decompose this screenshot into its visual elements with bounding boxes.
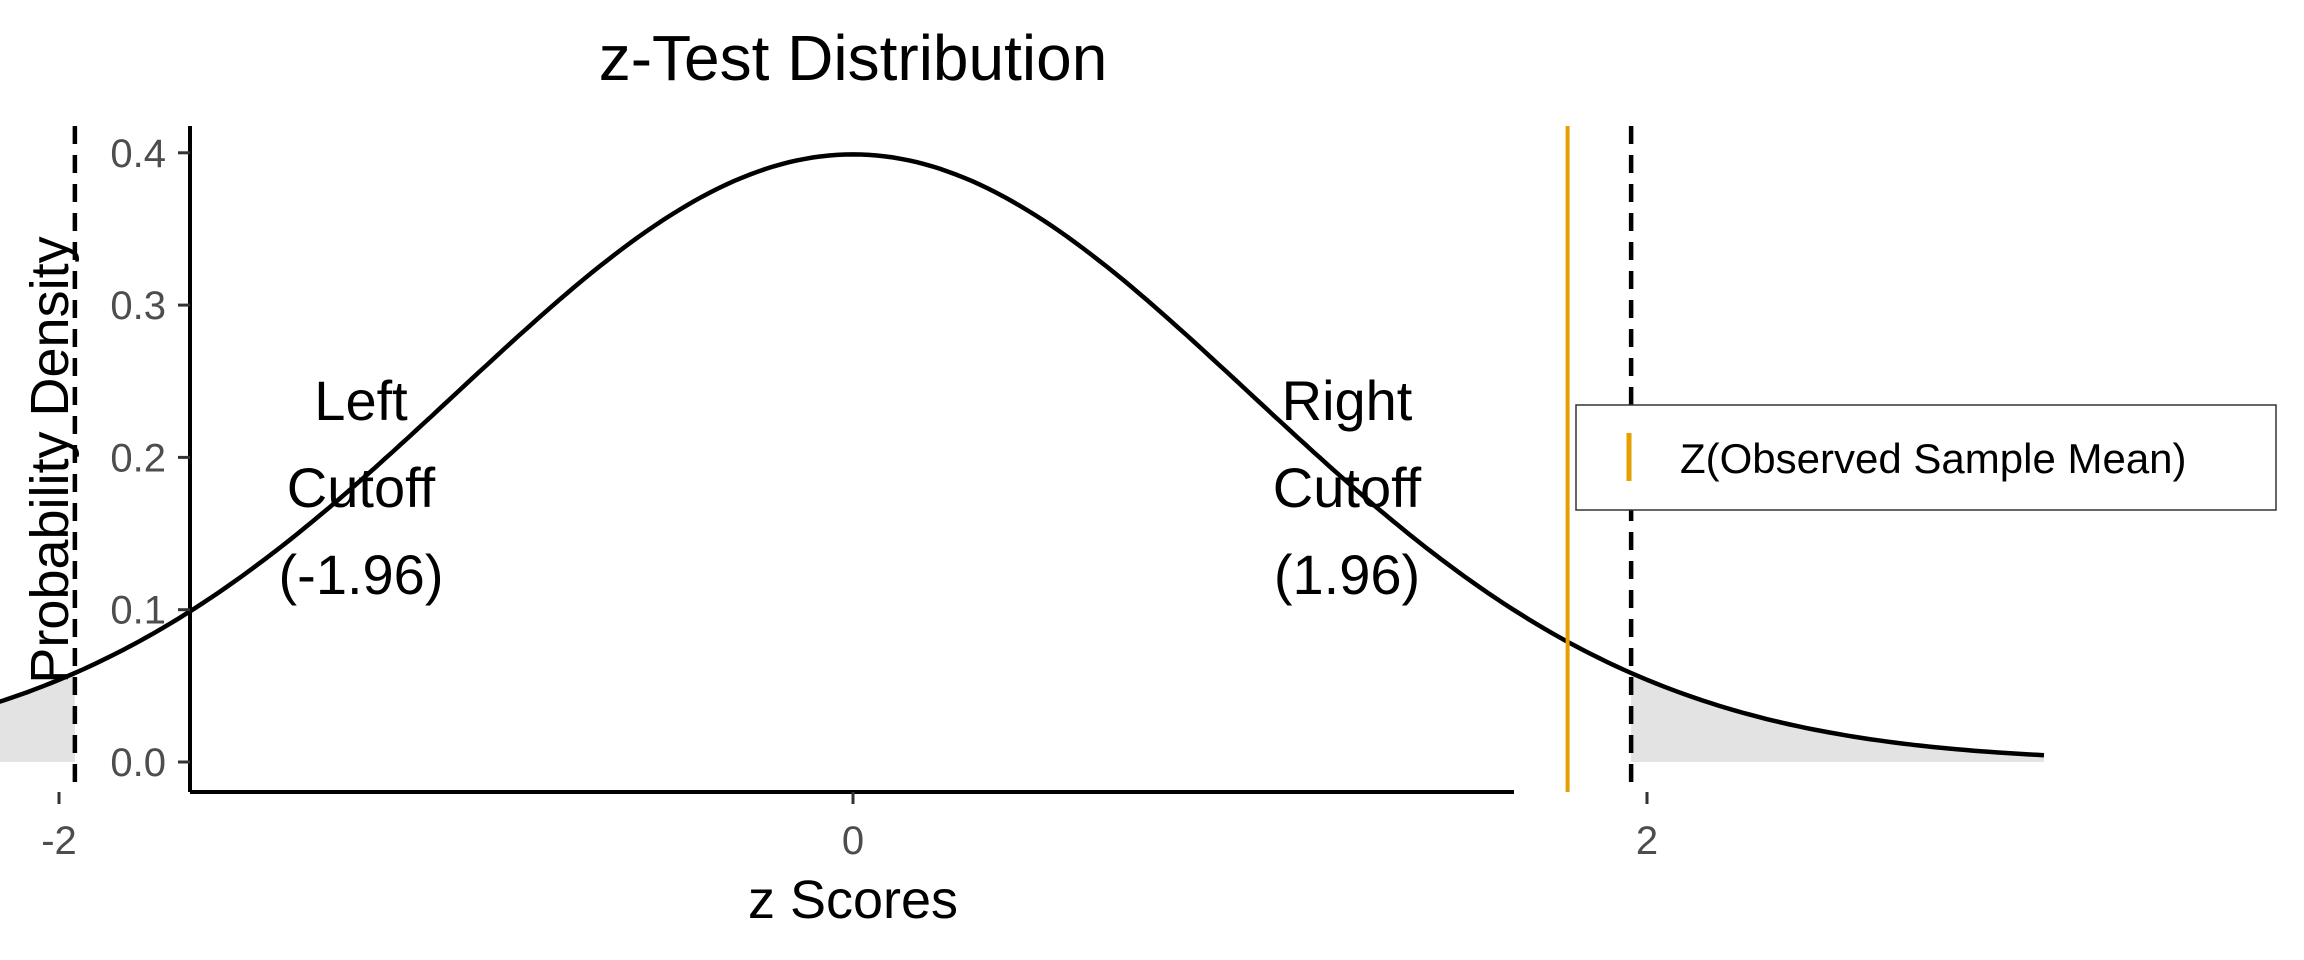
annotation-left-line-1: Left xyxy=(314,369,408,432)
chart-title: z-Test Distribution xyxy=(599,22,1108,94)
y-tick-label: 0.0 xyxy=(110,741,166,785)
annotation-left-line-2: Cutoff xyxy=(287,456,436,519)
annotation-left-cutoff: Left Cutoff (-1.96) xyxy=(279,369,444,606)
ticks: -2 0 2 0.0 0.1 0.2 0.3 0.4 xyxy=(41,132,1658,863)
legend-label: Z(Observed Sample Mean) xyxy=(1680,435,2187,482)
y-tick-label: 0.4 xyxy=(110,132,166,176)
y-tick-label: 0.3 xyxy=(110,284,166,328)
right-tail-shading xyxy=(1631,673,2044,762)
plot-area xyxy=(0,126,2045,792)
x-tick-label: -2 xyxy=(41,819,77,863)
annotation-right-line-2: Cutoff xyxy=(1273,456,1422,519)
x-axis-title: z Scores xyxy=(748,870,958,930)
x-tick-label: 0 xyxy=(842,819,864,863)
y-tick-label: 0.1 xyxy=(110,589,166,633)
annotation-right-line-1: Right xyxy=(1282,369,1413,432)
y-tick-label: 0.2 xyxy=(110,436,166,480)
density-curve xyxy=(0,152,2045,758)
annotation-right-line-3: (1.96) xyxy=(1274,543,1420,606)
annotation-left-line-3: (-1.96) xyxy=(279,543,444,606)
legend-box xyxy=(1575,404,2277,511)
x-tick-label: 2 xyxy=(1636,819,1658,863)
y-axis-title: Probability Density xyxy=(20,236,80,683)
legend: Z(Observed Sample Mean) xyxy=(1575,404,2277,511)
annotation-right-cutoff: Right Cutoff (1.96) xyxy=(1273,369,1422,606)
